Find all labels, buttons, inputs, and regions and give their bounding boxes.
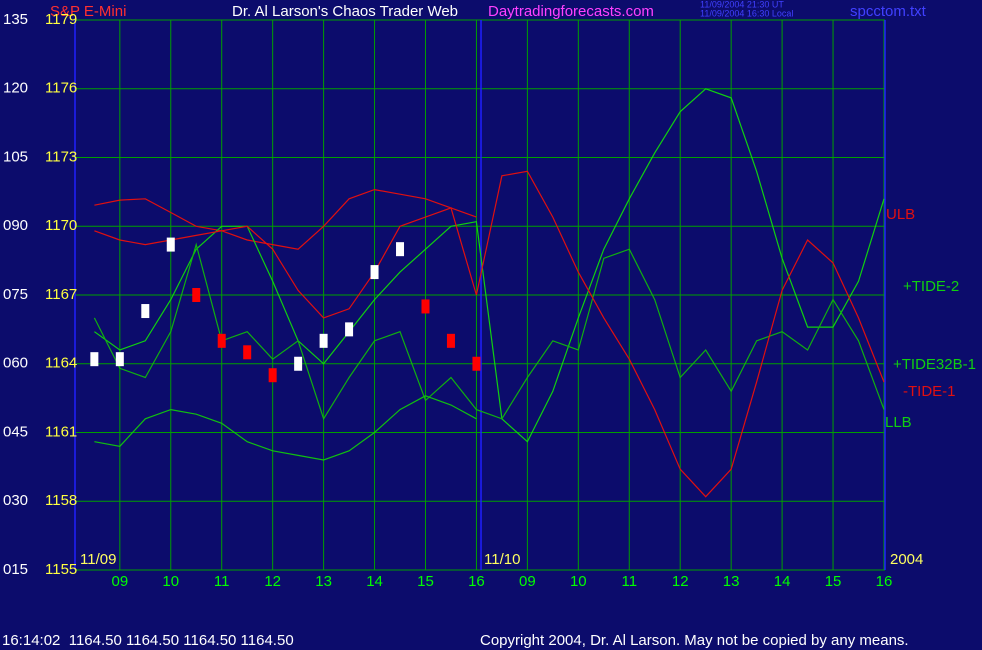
plot bbox=[90, 88, 885, 498]
status: 16:14:02 1164.50 1164.50 1164.50 1164.50 bbox=[2, 632, 294, 649]
y-tick-label: 015 bbox=[3, 561, 28, 578]
y-tick-label: 045 bbox=[3, 423, 28, 440]
y2-tick-label: 1164 bbox=[45, 355, 77, 372]
x-tick-label: 12 bbox=[264, 573, 281, 590]
y2-tick-label: 1158 bbox=[45, 492, 77, 509]
timestamp: 11/09/2004 21:30 UT bbox=[700, 0, 784, 9]
x-tick-label: 16 bbox=[468, 573, 485, 590]
x-tick-label: 13 bbox=[315, 573, 332, 590]
price-bar bbox=[243, 345, 252, 360]
x-tick-label: 15 bbox=[417, 573, 434, 590]
x-tick-label: 11 bbox=[621, 573, 637, 590]
y-tick-label: 075 bbox=[3, 286, 28, 303]
series-line bbox=[93, 242, 885, 421]
date-label: 11/10 bbox=[484, 551, 520, 568]
y2-tick-label: 1167 bbox=[45, 286, 77, 303]
price-bar bbox=[115, 352, 124, 367]
file-name: spcctom.txt bbox=[850, 3, 927, 20]
date-label: 11/09 bbox=[80, 551, 116, 568]
price-bar bbox=[90, 352, 99, 367]
x-tick-label: 11 bbox=[214, 573, 230, 590]
grid bbox=[74, 19, 886, 571]
price-bar bbox=[421, 299, 430, 314]
y2-tick-label: 1155 bbox=[45, 561, 77, 578]
y-tick-label: 030 bbox=[3, 492, 28, 509]
price-bar bbox=[294, 356, 303, 371]
price-bar bbox=[446, 333, 455, 348]
series-line bbox=[94, 170, 885, 498]
price-bar bbox=[166, 237, 175, 252]
x-tick-label: 16 bbox=[876, 573, 893, 590]
x-tick-label: 14 bbox=[774, 573, 791, 590]
x-tick-label: 12 bbox=[672, 573, 689, 590]
price-bar bbox=[396, 242, 405, 257]
y2-tick-label: 1179 bbox=[45, 11, 77, 28]
x-tick-label: 09 bbox=[111, 573, 128, 590]
price-bar bbox=[141, 304, 150, 319]
x-tick-label: 15 bbox=[825, 573, 842, 590]
legend-label: +TIDE-2 bbox=[903, 278, 959, 295]
x-tick-label: 10 bbox=[570, 573, 587, 590]
series-line bbox=[94, 188, 477, 250]
price-bar bbox=[345, 322, 354, 337]
price-bar bbox=[472, 356, 481, 371]
series-line bbox=[94, 88, 885, 443]
y-tick-label: 135 bbox=[3, 11, 28, 28]
y-tick-label: 090 bbox=[3, 217, 28, 234]
legend-label: +TIDE32B-1 bbox=[893, 356, 976, 373]
x-tick-label: 10 bbox=[162, 573, 179, 590]
y2-tick-label: 1161 bbox=[45, 423, 77, 440]
price-bar bbox=[217, 333, 226, 348]
legend-label: LLB bbox=[885, 414, 912, 431]
date-label: 2004 bbox=[890, 551, 923, 568]
price-bar bbox=[319, 333, 328, 348]
x-tick-label: 09 bbox=[519, 573, 536, 590]
timestamp: 11/09/2004 16:30 Local bbox=[700, 8, 793, 18]
instrument: S&P E-Mini bbox=[50, 3, 126, 20]
price-bar bbox=[268, 368, 277, 383]
y2-tick-label: 1173 bbox=[45, 148, 77, 165]
price-bar bbox=[192, 288, 201, 302]
legend-label: ULB bbox=[886, 206, 915, 223]
y-tick-label: 105 bbox=[3, 148, 28, 165]
series-line bbox=[94, 395, 477, 461]
y-tick-label: 120 bbox=[3, 80, 28, 97]
legend-label: -TIDE-1 bbox=[903, 383, 956, 400]
chart-title: Dr. Al Larson's Chaos Trader Web bbox=[232, 3, 458, 20]
price-bar bbox=[370, 265, 379, 280]
y2-tick-label: 1170 bbox=[45, 217, 77, 234]
x-tick-label: 13 bbox=[723, 573, 740, 590]
site: Daytradingforecasts.com bbox=[488, 3, 654, 20]
copyright: Copyright 2004, Dr. Al Larson. May not b… bbox=[480, 632, 909, 649]
y2-tick-label: 1176 bbox=[45, 80, 77, 97]
x-tick-label: 14 bbox=[366, 573, 383, 590]
y-tick-label: 060 bbox=[3, 355, 28, 372]
